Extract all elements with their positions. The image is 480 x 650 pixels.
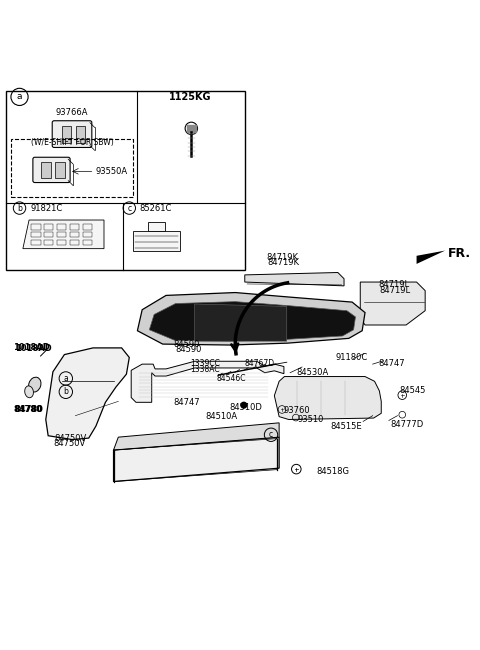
- Text: 84530A: 84530A: [296, 368, 329, 377]
- FancyBboxPatch shape: [33, 157, 70, 183]
- Text: 93766A: 93766A: [56, 108, 88, 117]
- Polygon shape: [131, 361, 284, 402]
- Polygon shape: [360, 282, 425, 325]
- Bar: [70, 240, 79, 245]
- Text: 91180C: 91180C: [336, 353, 368, 362]
- FancyBboxPatch shape: [52, 121, 92, 148]
- Text: 84719L: 84719L: [378, 280, 409, 289]
- Bar: [44, 232, 53, 237]
- Polygon shape: [275, 376, 381, 419]
- Text: 1338AC: 1338AC: [190, 365, 219, 374]
- Polygon shape: [46, 348, 129, 439]
- Polygon shape: [114, 437, 279, 482]
- Polygon shape: [23, 220, 104, 249]
- Text: 1125KG: 1125KG: [168, 92, 211, 102]
- Bar: [148, 222, 165, 231]
- Bar: [31, 224, 40, 229]
- Bar: [57, 240, 66, 245]
- Text: (W/E-SHIFT FOR SBW): (W/E-SHIFT FOR SBW): [31, 138, 113, 147]
- Text: 93550A: 93550A: [96, 167, 128, 176]
- Bar: [41, 162, 50, 178]
- Bar: [55, 162, 65, 178]
- Text: 84750V: 84750V: [53, 439, 85, 448]
- Bar: [11, 139, 132, 197]
- Polygon shape: [149, 302, 356, 341]
- Text: 84719K: 84719K: [268, 259, 300, 267]
- Text: c: c: [269, 430, 273, 439]
- Text: 84719K: 84719K: [267, 253, 299, 262]
- Ellipse shape: [29, 377, 41, 392]
- Text: 93510: 93510: [297, 415, 324, 424]
- Text: 84750V: 84750V: [54, 434, 86, 443]
- Text: 91821C: 91821C: [30, 203, 62, 213]
- Text: c: c: [127, 203, 132, 213]
- Bar: [31, 232, 40, 237]
- Polygon shape: [417, 250, 445, 264]
- Text: 84747: 84747: [173, 398, 200, 407]
- Text: 84590: 84590: [173, 341, 200, 349]
- Polygon shape: [195, 304, 287, 341]
- Text: 84767D: 84767D: [245, 359, 275, 368]
- Bar: [6, 91, 245, 270]
- Text: 84590: 84590: [176, 345, 202, 354]
- Text: 84510D: 84510D: [229, 402, 263, 411]
- Bar: [57, 224, 66, 229]
- Bar: [57, 232, 66, 237]
- Text: 85261C: 85261C: [140, 203, 172, 213]
- Text: 84510A: 84510A: [205, 412, 238, 421]
- Text: b: b: [17, 203, 22, 213]
- Text: 1339CC: 1339CC: [190, 359, 220, 368]
- Circle shape: [241, 402, 247, 408]
- Text: 84719L: 84719L: [380, 285, 411, 294]
- Text: 84747: 84747: [378, 359, 405, 368]
- Text: a: a: [17, 92, 22, 101]
- Text: 84780: 84780: [13, 405, 42, 414]
- Text: 1018AD: 1018AD: [15, 344, 51, 354]
- Text: 1018AD: 1018AD: [13, 343, 50, 352]
- Text: 93760: 93760: [284, 406, 311, 415]
- Text: 84545: 84545: [400, 386, 426, 395]
- Bar: [70, 232, 79, 237]
- Bar: [83, 240, 92, 245]
- Bar: [44, 240, 53, 245]
- Polygon shape: [245, 272, 344, 286]
- Polygon shape: [137, 292, 365, 345]
- Text: 84780: 84780: [15, 405, 44, 414]
- Bar: [61, 125, 71, 143]
- Text: 84777D: 84777D: [390, 420, 423, 429]
- Text: FR.: FR.: [447, 247, 471, 260]
- Text: 84518G: 84518G: [316, 467, 349, 476]
- Ellipse shape: [24, 386, 34, 398]
- Bar: [83, 232, 92, 237]
- Polygon shape: [114, 423, 279, 450]
- Bar: [44, 224, 53, 229]
- Text: 84546C: 84546C: [216, 374, 246, 384]
- Bar: [76, 125, 85, 143]
- Text: b: b: [63, 387, 68, 396]
- Bar: [83, 224, 92, 229]
- Text: a: a: [63, 374, 68, 383]
- Bar: [31, 240, 40, 245]
- Bar: [132, 231, 180, 251]
- Bar: [70, 224, 79, 229]
- Text: 84515E: 84515E: [331, 422, 362, 431]
